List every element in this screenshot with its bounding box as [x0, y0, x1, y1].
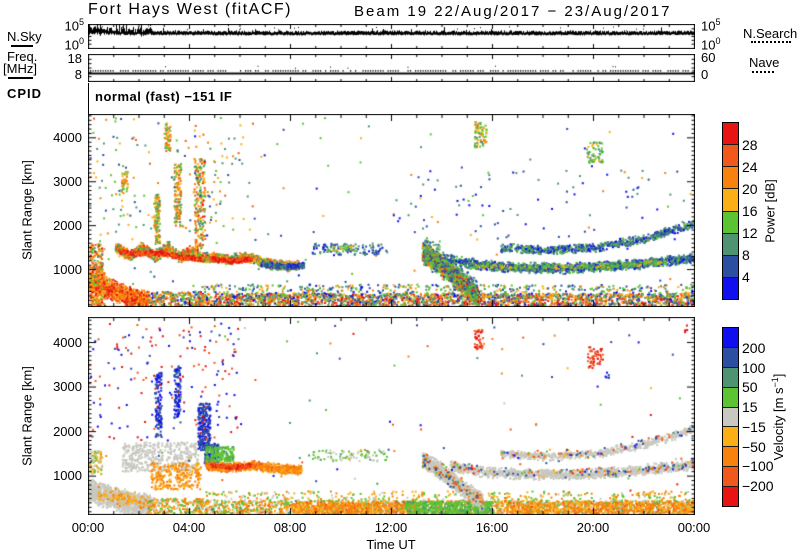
y-tick-label: 2000: [53, 423, 82, 439]
y-tick-label: 1000: [53, 468, 82, 484]
x-tick-label: 00:00: [71, 520, 105, 535]
nave-dotted-sample: [752, 71, 774, 73]
cpid-label: CPID: [7, 86, 43, 101]
power-colorbar: [722, 122, 739, 300]
n-search-dotted-sample: [751, 41, 791, 43]
colorbar-segment: [723, 407, 738, 428]
freq-line-sample: [8, 77, 33, 79]
nave-label: Nave: [749, 55, 780, 70]
beam-date-title: Beam 19 22/Aug/2017 − 23/Aug/2017: [354, 3, 672, 20]
x-tick-label: 00:00: [677, 520, 711, 535]
n-sky-line-sample: [11, 45, 33, 47]
colorbar-tick-label: 50: [742, 379, 758, 396]
colorbar-tick-label: 4: [742, 269, 750, 285]
colorbar-segment: [723, 189, 738, 212]
slant-range-label-velocity: Slant Range [km]: [19, 366, 35, 466]
x-tick-label: 12:00: [374, 520, 408, 535]
colorbar-tick-label: 200: [742, 339, 766, 356]
y-tick-label: 4000: [53, 334, 82, 350]
x-axis-title: Time UT: [366, 537, 416, 552]
colorbar-tick-label: −200: [742, 478, 774, 495]
velocity-colorbar-title: Velocity [m s−1]: [769, 373, 787, 461]
colorbar-tick-label: 100: [742, 359, 766, 376]
colorbar-tick-label: 12: [742, 225, 758, 241]
colorbar-tick-label: 16: [742, 203, 758, 219]
cpid-text: normal (fast) −151 IF: [95, 89, 233, 104]
colorbar-segment: [723, 367, 738, 388]
colorbar-tick-label: −100: [742, 458, 774, 475]
colorbar-segment: [723, 347, 738, 368]
freq-ytick-top: 18: [67, 51, 82, 66]
y-tick-label: 2000: [53, 217, 82, 233]
n-search-label: N.Search: [743, 26, 798, 41]
power-heatmap-canvas: [88, 114, 695, 307]
colorbar-segment: [723, 123, 738, 146]
colorbar-segment: [723, 447, 738, 468]
x-tick-label: 04:00: [172, 520, 206, 535]
frequency-panel-canvas: [88, 54, 695, 82]
velocity-colorbar: [722, 327, 739, 507]
colorbar-tick-label: −15: [742, 418, 766, 435]
slant-range-label-power: Slant Range [km]: [19, 160, 35, 260]
colorbar-segment: [723, 277, 738, 299]
velocity-heatmap-canvas: [88, 317, 695, 515]
colorbar-segment: [723, 487, 738, 507]
x-tick-label: 16:00: [475, 520, 509, 535]
x-tick-label: 08:00: [273, 520, 307, 535]
colorbar-tick-label: 28: [742, 137, 758, 153]
colorbar-segment: [723, 233, 738, 256]
colorbar-segment: [723, 467, 738, 488]
colorbar-tick-label: 24: [742, 159, 758, 175]
colorbar-segment: [723, 427, 738, 448]
colorbar-tick-label: 8: [742, 247, 750, 263]
colorbar-tick-label: 15: [742, 399, 758, 416]
n-sky-label: N.Sky: [7, 29, 42, 44]
nave-ytick-bottom: 0: [701, 67, 709, 82]
y-tick-label: 3000: [53, 379, 82, 395]
freq-label-line1: Freq.: [7, 49, 38, 64]
x-tick-label: 20:00: [576, 520, 610, 535]
freq-label-line2: [MHz]: [3, 61, 37, 76]
colorbar-segment: [723, 167, 738, 190]
colorbar-segment: [723, 255, 738, 278]
cpid-axis-line: [88, 83, 90, 114]
colorbar-segment: [723, 145, 738, 168]
nave-ytick-top: 60: [701, 50, 716, 65]
colorbar-segment: [723, 387, 738, 408]
colorbar-segment: [723, 328, 738, 348]
sky-noise-panel-canvas: [88, 24, 695, 49]
power-colorbar-title: Power [dB]: [762, 179, 778, 243]
sky-ytick-bottom-right: 100: [701, 36, 721, 53]
sky-ytick-top-right: 105: [701, 17, 721, 34]
page-title: Fort Hays West (fitACF): [88, 1, 292, 18]
sky-ytick-top-left: 105: [64, 17, 84, 34]
y-tick-label: 3000: [53, 173, 82, 189]
colorbar-segment: [723, 211, 738, 234]
colorbar-tick-label: 20: [742, 181, 758, 197]
freq-ytick-bottom: 8: [74, 67, 82, 82]
sky-ytick-bottom-left: 100: [64, 36, 84, 53]
colorbar-tick-label: −50: [742, 438, 766, 455]
y-tick-label: 4000: [53, 129, 82, 145]
y-tick-label: 1000: [53, 261, 82, 277]
